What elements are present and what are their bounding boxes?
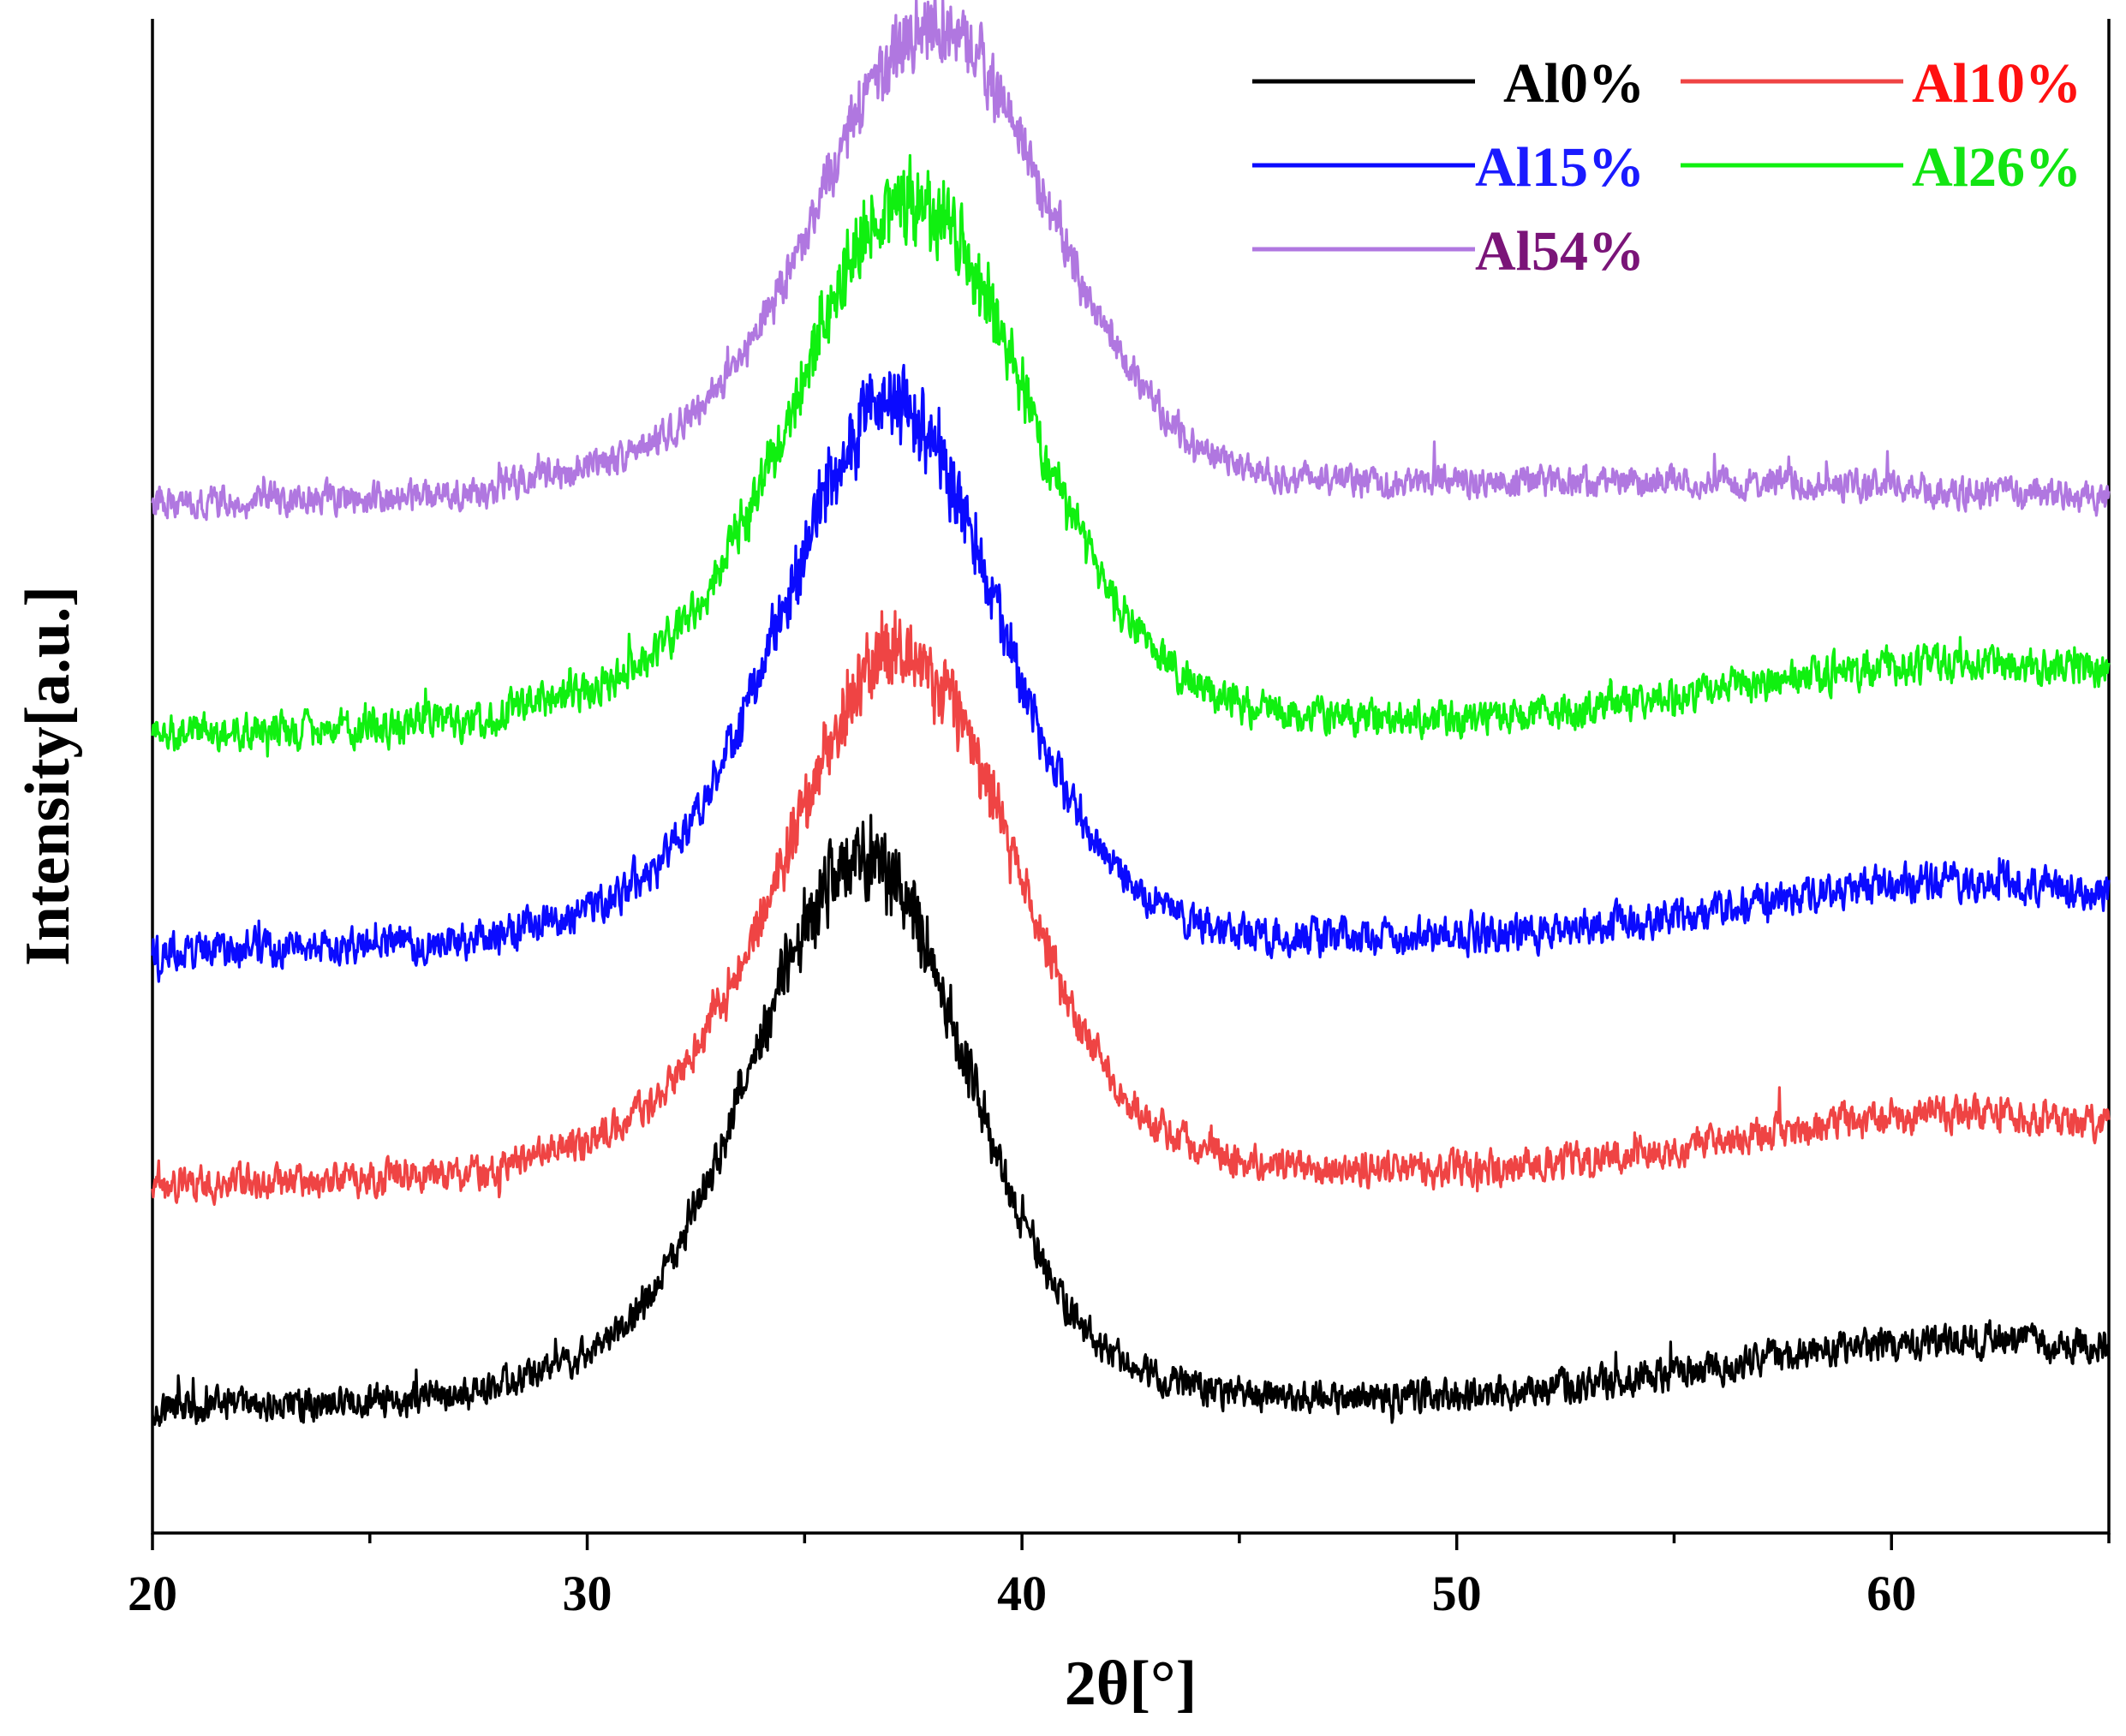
x-tick-label: 20 — [128, 1566, 177, 1621]
x-ticks — [151, 1533, 2111, 1550]
x-tick-labels: 20 30 40 50 60 — [128, 1566, 1916, 1621]
axis-frame — [151, 19, 2111, 1535]
series-line-al0pct — [151, 814, 2111, 1428]
series-line-al54pct — [151, 0, 2111, 522]
plot-area: 20 30 40 50 60 — [128, 0, 2111, 1621]
y-axis-title: Intensity[a.u.] — [13, 586, 83, 966]
legend-label: Al54% — [1475, 220, 1645, 283]
legend: Al0% Al10% Al15% Al26% Al54% — [1252, 52, 2081, 283]
series-line-al26pct — [151, 153, 2111, 758]
series-line-al10pct — [151, 610, 2111, 1206]
x-tick-label: 40 — [997, 1566, 1047, 1621]
legend-label: Al15% — [1475, 136, 1645, 199]
legend-label: Al10% — [1912, 52, 2081, 115]
series-line-al15pct — [151, 363, 2111, 983]
legend-label: Al0% — [1503, 52, 1645, 115]
series-group — [151, 0, 2111, 1428]
x-tick-label: 50 — [1432, 1566, 1482, 1621]
x-tick-label: 30 — [563, 1566, 612, 1621]
legend-label: Al26% — [1912, 136, 2081, 199]
x-axis-title: 2θ[°] — [1065, 1649, 1197, 1719]
x-tick-label: 60 — [1866, 1566, 1916, 1621]
